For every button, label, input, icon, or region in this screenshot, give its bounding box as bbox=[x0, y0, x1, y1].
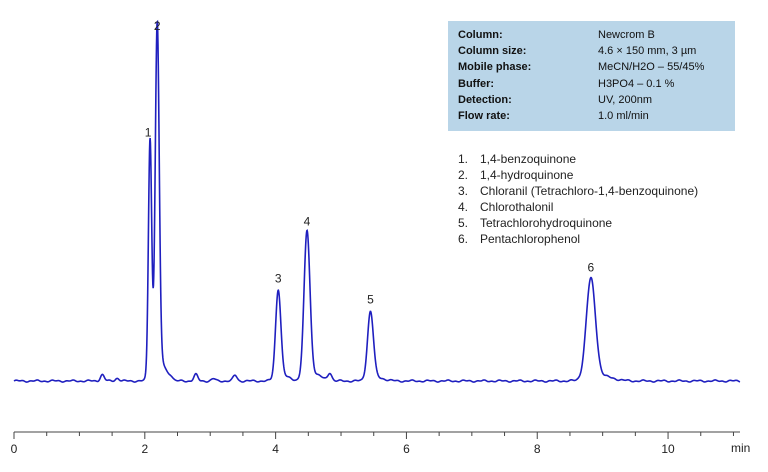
chromatogram-trace bbox=[13, 19, 741, 383]
condition-key: Detection: bbox=[458, 93, 512, 106]
legend-compound: Tetrachlorohydroquinone bbox=[480, 216, 613, 230]
condition-value: UV, 200nm bbox=[598, 93, 653, 106]
condition-key: Buffer: bbox=[458, 77, 495, 90]
legend-compound: 1,4-hydroquinone bbox=[480, 168, 574, 182]
condition-key: Flow rate: bbox=[458, 109, 510, 122]
legend-number: 3. bbox=[458, 184, 469, 198]
conditions-box: Column: Newcrom B Column size: 4.6 × 150… bbox=[448, 21, 735, 131]
peak-legend: 1. 1,4-benzoquinone 2. 1,4-hydroquinone … bbox=[458, 151, 698, 247]
legend-item: 3. Chloranil (Tetrachloro-1,4-benzoquino… bbox=[458, 183, 698, 199]
condition-key: Column size: bbox=[458, 45, 527, 58]
legend-compound: 1,4-benzoquinone bbox=[480, 152, 577, 166]
x-tick-label: 4 bbox=[272, 442, 279, 456]
condition-row: Flow rate: 1.0 ml/min bbox=[458, 108, 735, 124]
legend-compound: Chlorothalonil bbox=[480, 200, 554, 214]
x-tick-label: 10 bbox=[661, 442, 675, 456]
peak-label-6: 6 bbox=[588, 261, 595, 275]
legend-compound: Pentachlorophenol bbox=[480, 232, 581, 246]
x-tick-label: 8 bbox=[534, 442, 541, 456]
condition-key: Mobile phase: bbox=[458, 61, 532, 74]
peak-label-2: 2 bbox=[154, 19, 161, 33]
legend-compound: Chloranil (Tetrachloro-1,4-benzoquinone) bbox=[480, 184, 699, 198]
legend-item: 4. Chlorothalonil bbox=[458, 199, 698, 215]
x-tick-label: 2 bbox=[141, 442, 148, 456]
x-axis-label: min bbox=[731, 441, 750, 455]
peak-label-4: 4 bbox=[304, 214, 311, 228]
condition-value: H3PO4 – 0.1 % bbox=[598, 77, 675, 90]
x-axis-ticks: 0 2 4 6 8 10 bbox=[11, 432, 734, 456]
peak-label-5: 5 bbox=[367, 293, 374, 307]
condition-value: 1.0 ml/min bbox=[598, 109, 649, 122]
legend-item: 5. Tetrachlorohydroquinone bbox=[458, 215, 698, 231]
legend-number: 4. bbox=[458, 200, 469, 214]
peak-label-1: 1 bbox=[145, 126, 152, 140]
legend-number: 6. bbox=[458, 232, 469, 246]
legend-item: 1. 1,4-benzoquinone bbox=[458, 151, 698, 167]
peak-label-3: 3 bbox=[275, 271, 282, 285]
condition-value: 4.6 × 150 mm, 3 µm bbox=[598, 45, 697, 58]
x-tick-label: 6 bbox=[403, 442, 410, 456]
condition-value: MeCN/H2O – 55/45% bbox=[598, 61, 705, 74]
legend-number: 5. bbox=[458, 216, 469, 230]
legend-item: 2. 1,4-hydroquinone bbox=[458, 167, 698, 183]
x-tick-label: 0 bbox=[11, 442, 18, 456]
condition-row: Column: Newcrom B bbox=[458, 27, 735, 43]
legend-number: 2. bbox=[458, 168, 469, 182]
peak-labels: 1 2 3 4 5 6 bbox=[145, 19, 595, 306]
condition-row: Buffer: H3PO4 – 0.1 % bbox=[458, 76, 735, 92]
condition-row: Column size: 4.6 × 150 mm, 3 µm bbox=[458, 43, 735, 59]
condition-row: Mobile phase: MeCN/H2O – 55/45% bbox=[458, 59, 735, 75]
condition-row: Detection: UV, 200nm bbox=[458, 92, 735, 108]
legend-item: 6. Pentachlorophenol bbox=[458, 231, 698, 247]
condition-value: Newcrom B bbox=[598, 29, 655, 41]
legend-number: 1. bbox=[458, 152, 469, 166]
condition-key: Column: bbox=[458, 29, 503, 41]
